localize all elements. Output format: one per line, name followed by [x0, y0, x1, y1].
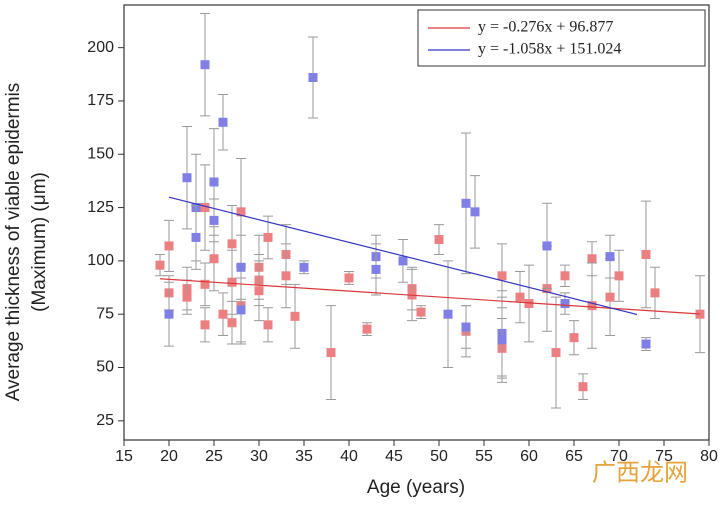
x-tick-label: 75 — [655, 448, 673, 465]
x-tick-label: 50 — [430, 448, 448, 465]
x-tick-label: 30 — [250, 448, 268, 465]
point — [299, 262, 309, 272]
x-tick-label: 35 — [295, 448, 313, 465]
point — [398, 256, 408, 266]
point — [470, 207, 480, 217]
point — [515, 292, 525, 302]
point — [569, 333, 579, 343]
point — [497, 271, 507, 281]
watermark: 广西龙网 — [592, 459, 688, 486]
y-tick-label: 175 — [87, 92, 114, 109]
point — [254, 286, 264, 296]
point — [236, 207, 246, 217]
x-tick-label: 20 — [160, 448, 178, 465]
y-axis-title: Average thickness of viable epidermis — [3, 83, 24, 402]
x-tick-label: 15 — [115, 448, 133, 465]
y-tick-label: 125 — [87, 199, 114, 216]
point — [344, 273, 354, 283]
point — [560, 299, 570, 309]
point — [497, 335, 507, 345]
point — [227, 277, 237, 287]
point — [650, 288, 660, 298]
point — [182, 173, 192, 183]
point — [578, 382, 588, 392]
point — [227, 239, 237, 249]
point — [695, 309, 705, 319]
point — [182, 292, 192, 302]
point — [362, 324, 372, 334]
legend-label: y = -0.276x + 96.877 — [478, 19, 613, 36]
point — [560, 271, 570, 281]
point — [263, 320, 273, 330]
point — [605, 252, 615, 262]
y-tick-label: 100 — [87, 252, 114, 269]
x-tick-label: 25 — [205, 448, 223, 465]
x-tick-label: 60 — [520, 448, 538, 465]
point — [263, 232, 273, 242]
x-tick-label: 70 — [610, 448, 628, 465]
point — [641, 249, 651, 259]
point — [227, 318, 237, 328]
point — [155, 260, 165, 270]
legend-box — [417, 9, 706, 67]
point — [641, 339, 651, 349]
y-tick-label: 25 — [96, 412, 114, 429]
point — [218, 309, 228, 319]
point — [371, 264, 381, 274]
point — [461, 198, 471, 208]
point — [191, 232, 201, 242]
point — [209, 177, 219, 187]
point — [209, 215, 219, 225]
point — [200, 279, 210, 289]
legend-label: y = -1.058x + 151.024 — [478, 41, 621, 58]
point — [551, 348, 561, 358]
y-tick-label: 75 — [96, 305, 114, 322]
point — [281, 271, 291, 281]
point — [326, 348, 336, 358]
y-tick-label: 150 — [87, 145, 114, 162]
point — [443, 309, 453, 319]
point — [164, 241, 174, 251]
x-axis-title: Age (years) — [367, 477, 465, 498]
point — [164, 309, 174, 319]
x-tick-label: 45 — [385, 448, 403, 465]
x-tick-label: 65 — [565, 448, 583, 465]
point — [218, 117, 228, 127]
x-tick-label: 80 — [700, 448, 718, 465]
point — [587, 301, 597, 311]
y-tick-label: 200 — [87, 39, 114, 56]
point — [308, 73, 318, 82]
fit-line — [168, 196, 638, 316]
point — [614, 271, 624, 281]
point — [209, 254, 219, 264]
point — [200, 320, 210, 330]
point — [587, 254, 597, 264]
point — [200, 203, 210, 213]
point — [605, 292, 615, 302]
point — [524, 299, 534, 309]
y-tick-label: 50 — [96, 359, 114, 376]
point — [236, 262, 246, 272]
x-tick-label: 40 — [340, 448, 358, 465]
point — [416, 307, 426, 317]
x-tick-label: 55 — [475, 448, 493, 465]
point — [200, 60, 210, 70]
point — [542, 241, 552, 251]
plot-frame — [123, 4, 710, 441]
y-axis-title: (Maximum) (μm) — [29, 172, 50, 312]
point — [290, 311, 300, 321]
point — [236, 305, 246, 315]
point — [461, 322, 471, 332]
point — [434, 235, 444, 245]
